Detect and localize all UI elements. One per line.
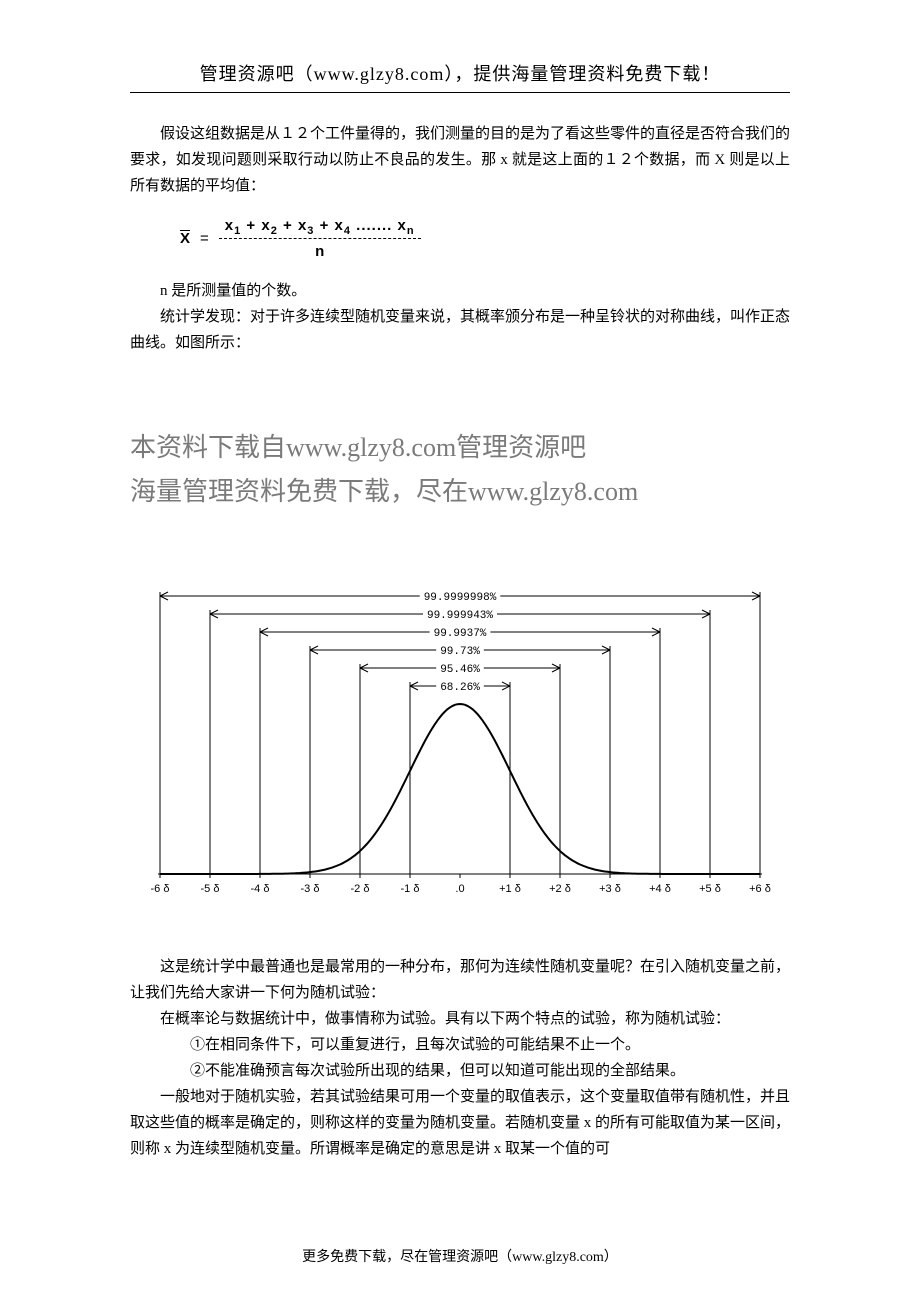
sigma-label: +4 δ [649,883,671,895]
percent-label: 99.9937% [434,628,487,640]
paragraph-6: ①在相同条件下，可以重复进行，且每次试验的可能结果不止一个。 [130,1032,790,1058]
percent-label: 99.9999998% [424,592,497,604]
paragraph-2: n 是所测量值的个数。 [130,278,790,304]
sigma-label: -6 δ [151,883,170,895]
sigma-label: -3 δ [301,883,320,895]
watermark-text: 本资料下载自www.glzy8.com管理资源吧 海量管理资料免费下载，尽在ww… [130,426,790,514]
sigma-label: -5 δ [201,883,220,895]
paragraph-8: 一般地对于随机实验，若其试验结果可用一个变量的取值表示，这个变量取值带有随机性，… [130,1084,790,1162]
denominator: n [315,239,324,260]
sigma-label: +5 δ [699,883,721,895]
paragraph-3: 统计学发现：对于许多连续型随机变量来说，其概率颁分布是一种呈铃状的对称曲线，叫作… [130,304,790,356]
sigma-label: +3 δ [599,883,621,895]
paragraph-4: 这是统计学中最普通也是最常用的一种分布，那何为连续性随机变量呢？在引入随机变量之… [130,954,790,1006]
sigma-label: +1 δ [499,883,521,895]
sigma-label: -1 δ [401,883,420,895]
percent-label: 68.26% [440,682,480,694]
page-header: 管理资源吧（www.glzy8.com），提供海量管理资料免费下载！ [130,60,790,93]
xbar-symbol: X [180,230,190,247]
percent-label: 95.46% [440,664,480,676]
numerator: x1 + x2 + x3 + x4 ....... xn [219,217,421,239]
watermark-line-2: 海量管理资料免费下载，尽在www.glzy8.com [130,470,790,514]
chart-svg: 99.9999998% 99.999943% 99.9937% 99.73% 95.46… [140,574,780,914]
equals-sign: = [200,230,209,247]
sigma-label: .0 [455,883,464,895]
sigma-label: +6 δ [749,883,771,895]
sigma-label: +2 δ [549,883,571,895]
percent-label: 99.73% [440,646,480,658]
sigma-label: -4 δ [251,883,270,895]
watermark-line-1: 本资料下载自www.glzy8.com管理资源吧 [130,426,790,470]
percent-label: 99.999943% [427,610,493,622]
sigma-label: -2 δ [351,883,370,895]
normal-distribution-chart: 99.9999998% 99.999943% 99.9937% 99.73% 95.46… [140,574,780,914]
fraction: x1 + x2 + x3 + x4 ....... xn n [219,217,421,260]
paragraph-5: 在概率论与数据统计中，做事情称为试验。具有以下两个特点的试验，称为随机试验： [130,1006,790,1032]
page-footer: 更多免费下载，尽在管理资源吧（www.glzy8.com） [0,1246,920,1266]
mean-formula: X = x1 + x2 + x3 + x4 ....... xn n [180,217,790,260]
paragraph-7: ②不能准确预言每次试验所出现的结果，但可以知道可能出现的全部结果。 [130,1058,790,1084]
paragraph-1: 假设这组数据是从１２个工件量得的，我们测量的目的是为了看这些零件的直径是否符合我… [130,121,790,199]
